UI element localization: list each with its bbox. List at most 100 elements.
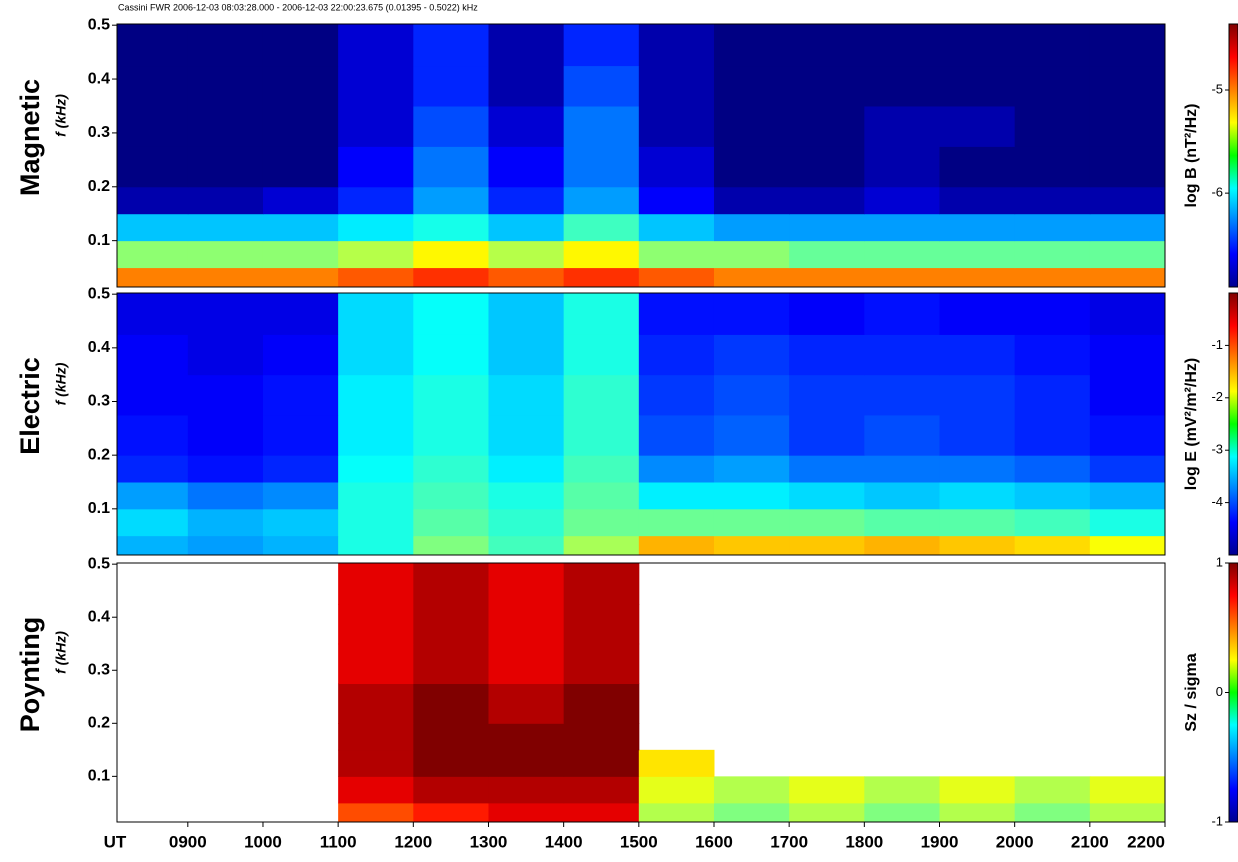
spectrogram-cell (638, 146, 715, 188)
spectrogram-cell (488, 603, 565, 645)
y-tick-label: 0.4 (88, 339, 110, 356)
spectrogram-cell (713, 414, 790, 456)
colorbar (1228, 292, 1238, 556)
spectrogram-cell (1014, 240, 1091, 269)
spectrogram-cell (939, 105, 1016, 147)
spectrogram-cell (117, 267, 189, 288)
x-tick-label: 1600 (695, 832, 733, 851)
panel-name: Poynting (15, 617, 45, 733)
spectrogram-cell (413, 643, 489, 685)
spectrogram-cell (563, 481, 640, 510)
spectrogram-cell (713, 240, 790, 269)
spectrogram-cell (1089, 508, 1166, 537)
spectrogram-cell (117, 24, 189, 67)
spectrogram-cell (187, 186, 264, 215)
spectrogram-cell (638, 481, 715, 510)
spectrogram-cell (638, 293, 715, 335)
spectrogram-cell (563, 24, 640, 67)
spectrogram-cell (864, 414, 940, 456)
x-tick-label: 1200 (394, 832, 432, 851)
spectrogram-cell (713, 374, 790, 416)
spectrogram-cell (413, 334, 489, 376)
spectrogram-cell (488, 146, 565, 188)
spectrogram-cell (939, 535, 1016, 556)
x-tick-label: 1000 (244, 832, 282, 851)
spectrogram-cell (1089, 414, 1166, 456)
spectrogram-cell (864, 146, 940, 188)
spectrogram-cell (864, 776, 940, 804)
spectrogram-cell (563, 749, 640, 777)
spectrogram-cell (413, 65, 489, 107)
x-axis-label: UT (104, 832, 127, 851)
spectrogram-cell (187, 481, 264, 510)
spectrogram-cell (1089, 65, 1166, 107)
y-tick-label: 0.1 (88, 500, 110, 517)
x-tick-label: 1400 (545, 832, 583, 851)
spectrogram-cell (713, 267, 790, 288)
x-tick-label: 2200 (1127, 832, 1165, 851)
spectrogram-cell (262, 105, 339, 147)
spectrogram-cell (117, 65, 189, 107)
spectrogram-cell (939, 414, 1016, 456)
spectrogram-cell (939, 267, 1016, 288)
spectrogram-cell (413, 508, 489, 537)
spectrogram-cell (1014, 146, 1091, 188)
colorbar-tick-label: -5 (1211, 81, 1223, 96)
colorbar-tick-label: -3 (1211, 442, 1223, 457)
spectrogram-cell (338, 374, 414, 416)
spectrogram-cell (338, 65, 414, 107)
spectrogram-cell (338, 723, 414, 751)
spectrogram-cell (338, 643, 414, 685)
spectrogram-cell (338, 293, 414, 335)
panel-frame (116, 23, 1166, 288)
spectrogram-cell (187, 24, 264, 67)
spectrogram-cell (488, 65, 565, 107)
spectrogram-cell (1089, 374, 1166, 416)
spectrogram-cell (187, 213, 264, 242)
spectrogram-cell (413, 240, 489, 269)
spectrogram-cell (1089, 535, 1166, 556)
spectrogram-cell (1014, 267, 1091, 288)
spectrogram-cell (939, 334, 1016, 376)
x-tick-label: 1300 (470, 832, 508, 851)
spectrogram-cell (713, 105, 790, 147)
spectrogram-cell (563, 603, 640, 645)
spectrogram-cell (1014, 535, 1091, 556)
spectrogram-cell (338, 146, 414, 188)
spectrogram-cell (262, 293, 339, 335)
spectrogram-cell (563, 802, 640, 823)
spectrogram-cell (488, 334, 565, 376)
spectrogram-cell (262, 414, 339, 456)
spectrogram-cell (488, 240, 565, 269)
spectrogram-cell (563, 535, 640, 556)
spectrogram-cell (187, 334, 264, 376)
spectrogram-cell (338, 24, 414, 67)
spectrogram-cell (864, 374, 940, 416)
spectrogram-cell (117, 293, 189, 335)
spectrogram-cell (939, 455, 1016, 483)
spectrogram-cell (262, 455, 339, 483)
colorbar-tick-label: -2 (1211, 389, 1223, 404)
x-tick-label: 2100 (1071, 832, 1109, 851)
spectrogram-cell (939, 186, 1016, 215)
spectrogram-cell (939, 293, 1016, 335)
spectrogram-cell (413, 213, 489, 242)
spectrogram-cell (563, 374, 640, 416)
spectrogram-cell (939, 240, 1016, 269)
spectrogram-cell (413, 802, 489, 823)
spectrogram-cell (864, 508, 940, 537)
spectrogram-cell (488, 563, 565, 605)
spectrogram-cell (187, 65, 264, 107)
spectrogram-cell (638, 267, 715, 288)
spectrogram-cell (1089, 240, 1166, 269)
spectrogram-cell (1089, 213, 1166, 242)
spectrogram-cell (1089, 334, 1166, 376)
spectrogram-cell (713, 334, 790, 376)
colorbar-label: log B (nT²/Hz) (1183, 104, 1200, 208)
spectrogram-cell (638, 802, 715, 823)
x-tick-label: 1700 (770, 832, 808, 851)
spectrogram-cell (187, 105, 264, 147)
spectrogram-cell (563, 414, 640, 456)
spectrogram-cell (413, 455, 489, 483)
spectrogram-cell (187, 374, 264, 416)
